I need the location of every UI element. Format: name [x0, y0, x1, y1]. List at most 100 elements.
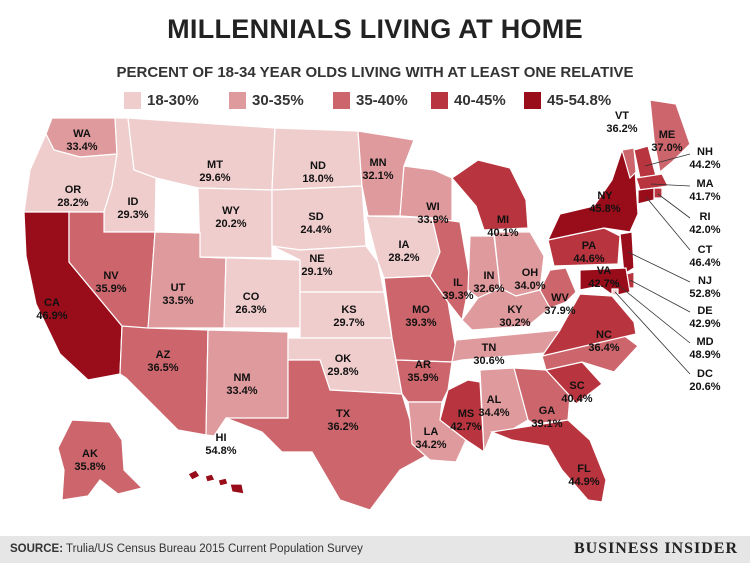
state-il	[429, 217, 471, 322]
state-abbr-wy: WY	[222, 205, 240, 217]
state-abbr-nm: NM	[233, 372, 250, 384]
state-abbr-nv: NV	[103, 270, 119, 282]
state-value-sd: 24.4%	[300, 224, 331, 236]
state-value-tn: 30.6%	[473, 355, 504, 367]
state-az	[119, 325, 209, 436]
state-abbr-mn: MN	[369, 157, 386, 169]
state-value-ga: 39.1%	[531, 418, 562, 430]
state-tx	[225, 359, 442, 511]
state-value-ut: 33.5%	[162, 295, 193, 307]
state-abbr-wi: WI	[426, 201, 439, 213]
state-value-ne: 29.1%	[301, 266, 332, 278]
state-value-ky: 30.2%	[499, 317, 530, 329]
footer-bar: SOURCE: Trulia/US Census Bureau 2015 Cur…	[0, 536, 750, 563]
state-value-ia: 28.2%	[388, 252, 419, 264]
state-abbr-ks: KS	[341, 304, 356, 316]
state-value-vt: 36.2%	[606, 123, 637, 135]
state-abbr-ne: NE	[309, 253, 324, 265]
state-value-id: 29.3%	[117, 209, 148, 221]
state-abbr-nj: NJ	[698, 275, 712, 287]
state-value-wi: 33.9%	[417, 214, 448, 226]
legend-swatch-1	[124, 92, 141, 109]
state-abbr-va: VA	[597, 265, 612, 277]
state-abbr-hi: HI	[216, 432, 227, 444]
state-hi	[187, 469, 201, 481]
state-me	[649, 99, 691, 174]
state-value-dc: 20.6%	[689, 381, 720, 393]
legend-label-4: 40-45%	[454, 92, 506, 109]
source-text: Trulia/US Census Bureau 2015 Current Pop…	[66, 543, 363, 555]
state-abbr-ga: GA	[539, 405, 556, 417]
state-abbr-ak: AK	[82, 448, 98, 460]
state-vt	[621, 147, 637, 180]
state-hi-part-2	[217, 477, 229, 487]
leader-line-de	[629, 279, 691, 313]
legend-swatch-3	[333, 92, 350, 109]
legend-swatch-5	[524, 92, 541, 109]
state-value-nv: 35.9%	[95, 283, 126, 295]
map-subtitle: PERCENT OF 18-34 YEAR OLDS LIVING WITH A…	[116, 64, 634, 81]
state-va	[540, 293, 637, 357]
legend-swatch-2	[229, 92, 246, 109]
state-value-co: 26.3%	[235, 304, 266, 316]
state-abbr-tx: TX	[336, 408, 351, 420]
state-abbr-mo: MO	[412, 304, 430, 316]
state-value-al: 34.4%	[478, 407, 509, 419]
state-value-ma: 41.7%	[689, 191, 720, 203]
state-abbr-nd: ND	[310, 160, 326, 172]
state-value-md: 48.9%	[689, 349, 720, 361]
state-abbr-co: CO	[243, 291, 260, 303]
state-value-ak: 35.8%	[74, 461, 105, 473]
state-tn	[451, 329, 561, 363]
state-abbr-mt: MT	[207, 159, 223, 171]
state-fl	[489, 419, 607, 503]
state-ny	[546, 149, 639, 241]
state-value-ca: 46.9%	[36, 310, 67, 322]
state-value-nh: 44.2%	[689, 159, 720, 171]
state-abbr-me: ME	[659, 129, 676, 141]
leader-line-ma	[650, 183, 691, 187]
state-labels: WA33.4%OR28.2%CA46.9%ID29.3%NV35.9%MT29.…	[36, 110, 720, 488]
state-abbr-mi: MI	[497, 214, 509, 226]
state-value-wy: 20.2%	[215, 218, 246, 230]
state-value-wv: 37.9%	[544, 305, 575, 317]
business-insider-logo: BUSINESS INSIDER	[573, 540, 738, 557]
state-value-az: 36.5%	[147, 362, 178, 374]
state-value-nj: 52.8%	[689, 288, 720, 300]
leader-line-nh	[644, 153, 691, 167]
state-abbr-fl: FL	[577, 463, 591, 475]
state-abbr-ar: AR	[415, 359, 431, 371]
legend-label-5: 45-54.8%	[547, 92, 612, 109]
state-value-ar: 35.9%	[407, 372, 438, 384]
state-co	[199, 256, 301, 329]
state-value-in: 32.6%	[473, 283, 504, 295]
state-abbr-ia: IA	[399, 239, 410, 251]
state-value-mo: 39.3%	[405, 317, 436, 329]
state-abbr-sd: SD	[308, 211, 323, 223]
state-ne	[271, 245, 385, 293]
state-value-wa: 33.4%	[66, 141, 97, 153]
map-title: MILLENNIALS LIVING AT HOME	[167, 14, 583, 44]
state-abbr-or: OR	[65, 184, 82, 196]
state-abbr-ny: NY	[597, 190, 613, 202]
state-value-nc: 36.4%	[588, 342, 619, 354]
state-value-nd: 18.0%	[302, 173, 333, 185]
state-value-oh: 34.0%	[514, 280, 545, 292]
state-abbr-in: IN	[484, 270, 495, 282]
state-value-mi: 40.1%	[487, 227, 518, 239]
us-choropleth-map: WA33.4%OR28.2%CA46.9%ID29.3%NV35.9%MT29.…	[23, 99, 721, 511]
state-abbr-ri: RI	[700, 211, 711, 223]
state-value-va: 42.7%	[588, 278, 619, 290]
state-value-il: 39.3%	[442, 290, 473, 302]
leader-line-nj	[627, 251, 691, 283]
state-abbr-ok: OK	[335, 353, 352, 365]
leader-line-ct	[645, 196, 691, 251]
state-value-tx: 36.2%	[327, 421, 358, 433]
source-label: SOURCE:	[10, 543, 64, 555]
state-value-sc: 40.4%	[561, 393, 592, 405]
state-abbr-la: LA	[424, 426, 439, 438]
state-ct	[637, 187, 655, 205]
state-abbr-ca: CA	[44, 297, 60, 309]
state-value-mn: 32.1%	[362, 170, 393, 182]
state-mi	[451, 159, 529, 231]
